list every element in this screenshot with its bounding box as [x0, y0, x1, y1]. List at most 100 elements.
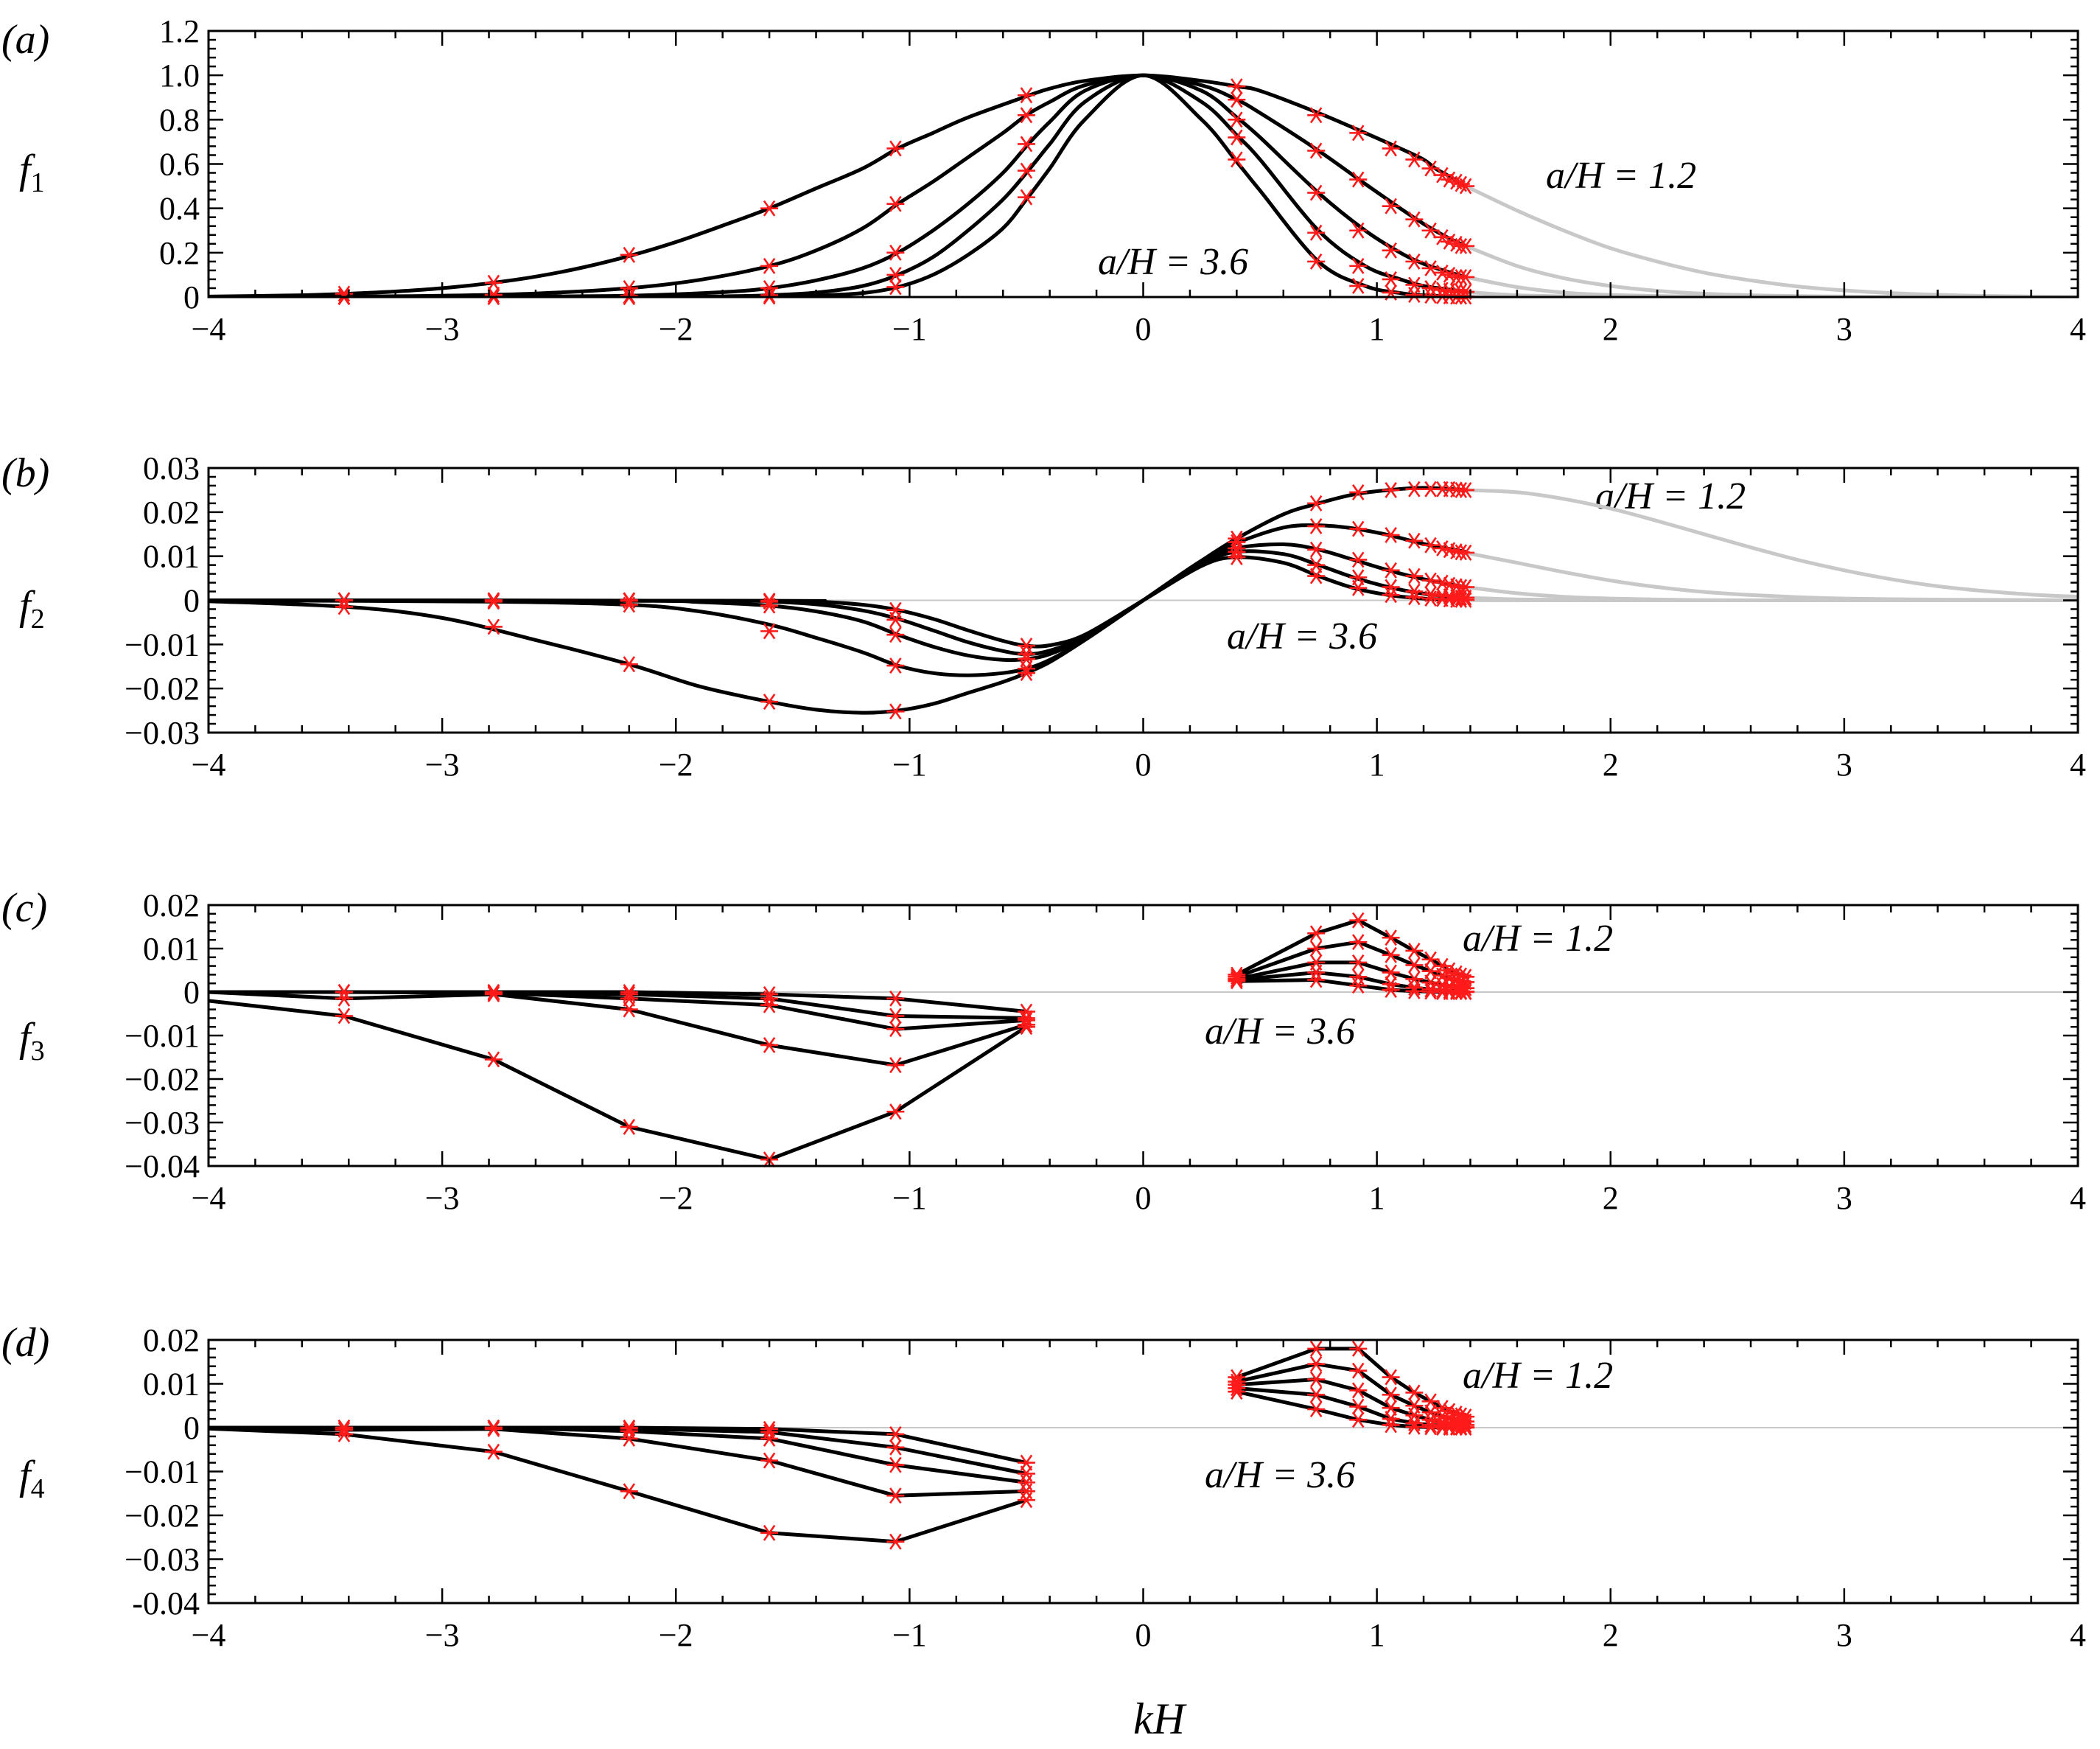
data-point-marker [620, 656, 638, 673]
data-point-marker [1307, 954, 1326, 971]
data-point-marker [1017, 1492, 1035, 1509]
x-tick-label: 1 [1369, 1617, 1385, 1653]
data-point-marker [1307, 224, 1326, 241]
data-point-marker [1421, 537, 1440, 554]
data-point-marker [1307, 940, 1326, 957]
data-point-marker [1405, 151, 1424, 168]
continuation-line [1465, 184, 2078, 297]
x-tick-label: −3 [425, 747, 460, 783]
data-point-marker [484, 1443, 503, 1460]
series-line [209, 486, 1466, 715]
x-tick-label: 2 [1603, 1617, 1619, 1653]
plot-frame [207, 1338, 2079, 1605]
x-tick-label: 3 [1836, 747, 1852, 783]
data-point-marker [886, 601, 905, 618]
continuation-line [1465, 244, 2078, 297]
y-tick-label: −0.03 [125, 1105, 200, 1141]
data-point-marker [1457, 591, 1475, 608]
data-point-marker [1405, 1415, 1424, 1431]
data-point-marker [1382, 946, 1400, 963]
y-tick-label: 1.2 [159, 13, 200, 49]
y-tick-label: 0.8 [159, 102, 200, 138]
data-point-marker [1017, 1465, 1035, 1482]
data-point-marker [1382, 1386, 1400, 1403]
data-point-marker [1349, 954, 1368, 971]
data-point-marker [1307, 964, 1326, 981]
x-tick-label: −2 [659, 311, 693, 347]
data-point-marker [1349, 222, 1368, 239]
x-tick-label: 0 [1135, 747, 1152, 783]
data-point-marker [1228, 111, 1246, 128]
x-tick-label: −3 [425, 311, 460, 347]
data-point-marker [335, 984, 353, 1000]
data-point-marker [1307, 541, 1326, 558]
data-point-marker [886, 266, 905, 283]
data-point-marker [1405, 957, 1424, 974]
data-point-marker [1307, 1386, 1326, 1403]
y-tick-label: 0.4 [159, 191, 200, 227]
panel-c-plot: −4 −3 −2 −1 0 1 2 3 4 −0.04 −0.03 −0.02 −0.01 0 0.01 0.… [125, 887, 2086, 1216]
data-point-marker [886, 1533, 905, 1550]
y-tick-label: 0 [183, 279, 200, 315]
y-tick-label: −0.02 [125, 1061, 200, 1097]
data-point-marker [1349, 1411, 1368, 1428]
data-point-marker [886, 1456, 905, 1473]
data-point-marker [1017, 638, 1035, 654]
x-tick-label: −2 [659, 747, 693, 783]
data-point-marker [335, 1420, 353, 1436]
x-tick-label: −4 [192, 311, 226, 347]
panel-a-annotation-low: a/H = 3.6 [1098, 241, 1248, 283]
data-point-marker [1382, 562, 1400, 579]
data-point-marker [1405, 532, 1424, 549]
data-point-marker [484, 1420, 503, 1436]
y-tick-label: 1.0 [159, 57, 200, 94]
data-point-marker [1457, 178, 1475, 195]
data-point-marker [1421, 280, 1440, 296]
marker-group [335, 912, 1475, 1168]
data-point-marker [1457, 268, 1475, 285]
data-point-marker [886, 1021, 905, 1038]
data-point-marker [886, 1057, 905, 1074]
data-point-marker [760, 1452, 779, 1469]
data-point-marker [1382, 198, 1400, 214]
data-point-marker [1349, 1340, 1368, 1357]
x-tick-label: −3 [425, 1617, 460, 1653]
marker-group [335, 481, 1475, 720]
y-tick-label: 0.2 [159, 235, 200, 271]
data-point-marker [886, 1425, 905, 1442]
x-tick-label: −1 [892, 1617, 927, 1653]
data-point-marker [1382, 982, 1400, 998]
x-tick-label: 0 [1135, 311, 1152, 347]
y-tick-label: 0.02 [143, 495, 200, 531]
panel-a-plot: −4 −3 −2 −1 0 1 2 3 4 0 0.2 0.4 0.6 0.8 1.0 1.2 [159, 13, 2086, 347]
data-point-marker [1405, 1418, 1424, 1435]
data-point-marker [1405, 971, 1424, 988]
panel-d-label: (d) [1, 1320, 49, 1366]
data-point-marker [1382, 587, 1400, 604]
panel-c-annotation-low: a/H = 3.6 [1205, 1010, 1355, 1052]
data-point-marker [760, 623, 779, 640]
data-point-marker [1307, 568, 1326, 584]
x-tick-label: 4 [2070, 1617, 2086, 1653]
x-tick-label: −2 [659, 1617, 693, 1653]
data-point-marker [886, 1487, 905, 1504]
data-point-marker [1228, 1383, 1246, 1400]
data-point-marker [1307, 1401, 1326, 1417]
data-point-marker [1307, 1355, 1326, 1372]
data-point-marker [1017, 1474, 1035, 1491]
panel-a: (a) f1 a/H = 1.2 a/H = 3.6 −4 −3 −2 −1 0 1 2 3 4… [1, 13, 2086, 347]
data-point-marker [620, 986, 638, 1002]
series-line [209, 73, 1467, 297]
series-line [1236, 918, 1466, 979]
data-point-marker [1228, 91, 1246, 108]
data-point-marker [1382, 270, 1400, 287]
x-tick-label: 2 [1603, 1180, 1619, 1216]
data-point-marker [1382, 1369, 1400, 1386]
data-point-marker [1382, 140, 1400, 157]
data-point-marker [1382, 242, 1400, 259]
data-point-marker [886, 244, 905, 261]
x-tick-label: 1 [1369, 311, 1385, 347]
data-point-marker [1349, 1382, 1368, 1399]
data-point-marker [760, 1424, 779, 1440]
